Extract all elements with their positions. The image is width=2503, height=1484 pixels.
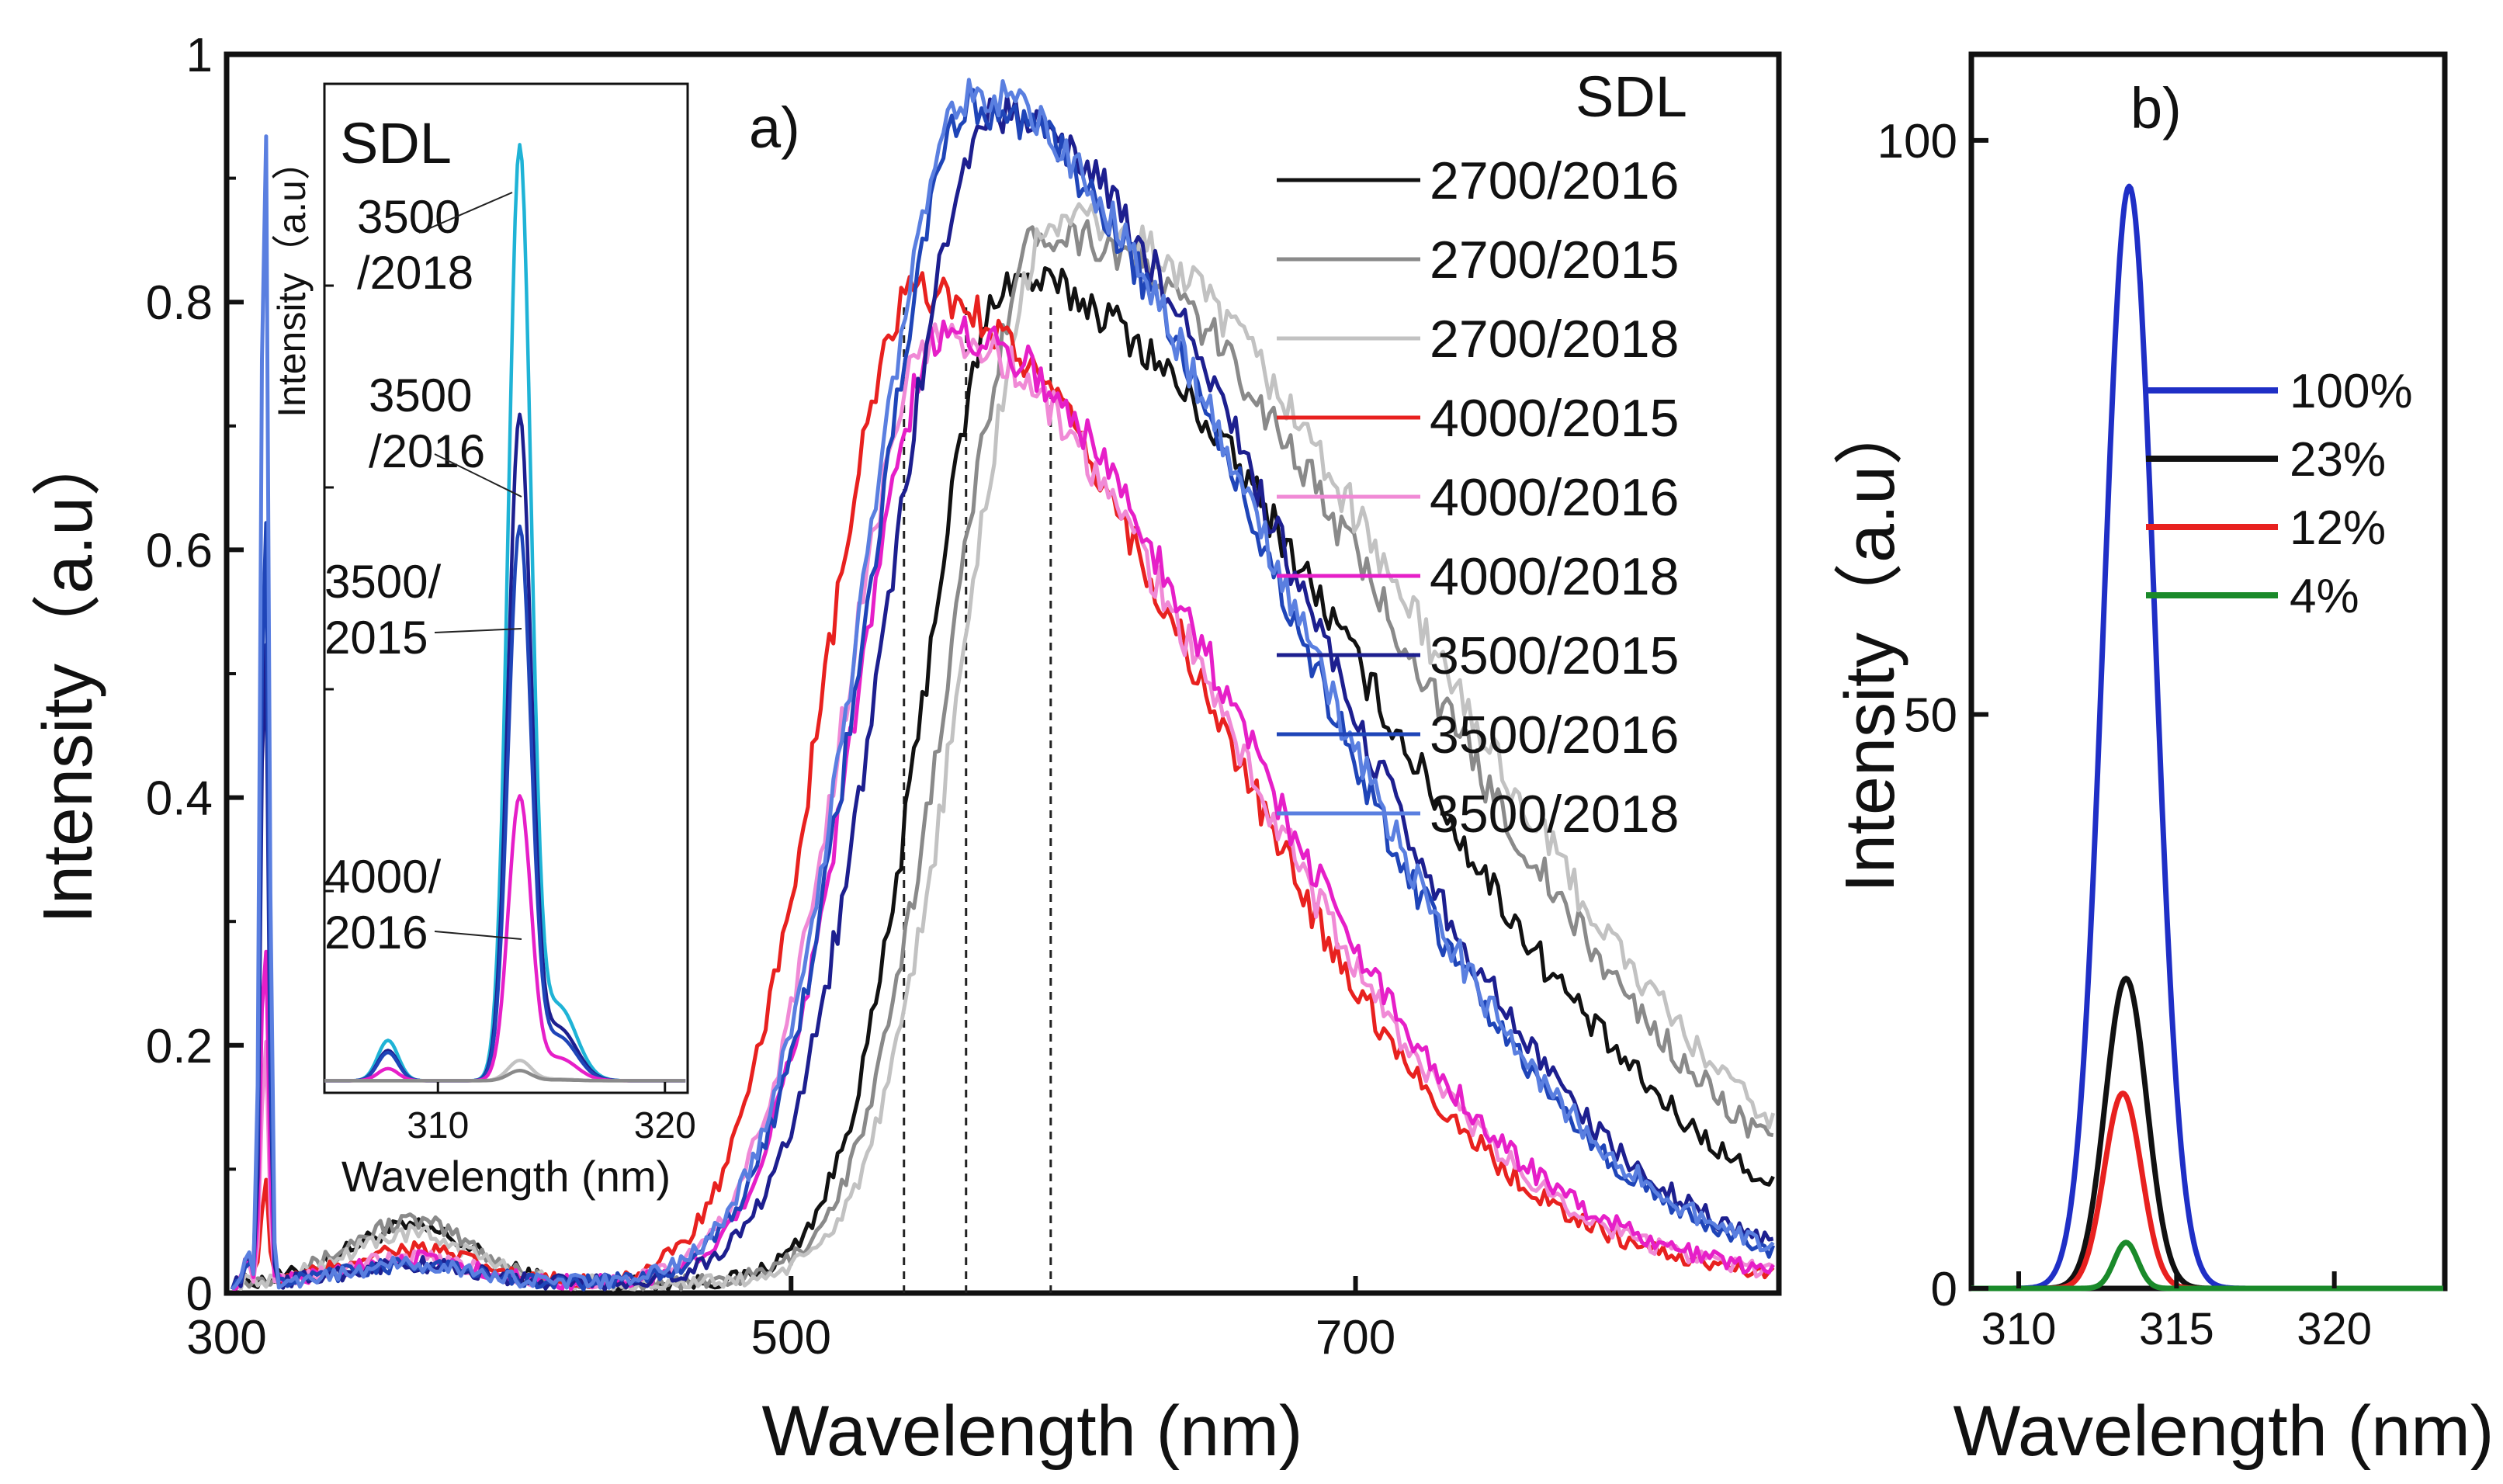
panel-b-plot-area bbox=[1970, 183, 2445, 1292]
y-tick-label: 0.6 bbox=[146, 524, 213, 577]
inset-annotation-text: 2016 bbox=[324, 907, 428, 959]
panel-a-label: a) bbox=[749, 95, 800, 160]
y-tick-label: 0.2 bbox=[146, 1020, 213, 1073]
y-tick-label: 0.8 bbox=[146, 276, 213, 330]
x-tick-label: 300 bbox=[186, 1311, 266, 1364]
panel-a-chart: 0 0.2 0.4 0.6 0.8 1 300 500 700 a) SDL 2700/2016… bbox=[29, 29, 1782, 1471]
b-series-line-4pct bbox=[1970, 1240, 2445, 1292]
inset-annotation-text: 4000/ bbox=[324, 851, 441, 903]
b-x-tick-label: 315 bbox=[2139, 1304, 2214, 1354]
panel-a-x-axis-label: Wavelength (nm) bbox=[761, 1392, 1302, 1471]
inset-ticks: 310 320 bbox=[324, 284, 696, 1146]
legend-label: 2700/2018 bbox=[1430, 310, 1679, 369]
b-series-line-23pct bbox=[1970, 976, 2445, 1292]
inset-chart: 310 320 SDL Intensity（a.u） Wavelength (nm… bbox=[270, 82, 696, 1201]
y-tick-label: 0.4 bbox=[146, 772, 213, 826]
b-legend-label: 4% bbox=[2290, 570, 2359, 623]
inset-annotation-leader bbox=[434, 628, 522, 633]
legend-label: 3500/2016 bbox=[1430, 706, 1679, 765]
panel-b-legend: 100% 23% 12% 4% bbox=[2146, 365, 2413, 623]
inset-annotation-text: 3500 bbox=[369, 369, 472, 421]
b-legend-label: 23% bbox=[2290, 433, 2386, 487]
panel-b-label: b) bbox=[2130, 76, 2182, 140]
inset-annotation-text: /2018 bbox=[357, 247, 473, 299]
series-line-3500-2018 bbox=[231, 78, 1775, 1291]
inset-series-line-2700-2016 bbox=[324, 1069, 686, 1083]
inset-x-tick-label: 320 bbox=[634, 1105, 696, 1146]
legend-label: 4000/2016 bbox=[1430, 468, 1679, 527]
panel-a-ticks: 0 0.2 0.4 0.6 0.8 1 300 500 700 bbox=[146, 29, 1395, 1364]
b-y-tick-label: 100 bbox=[1877, 115, 1957, 168]
series-line-2700-2018 bbox=[230, 202, 1776, 1292]
series-line-4000-2015 bbox=[231, 271, 1775, 1291]
panel-b-y-axis-label: Intensity（a.u） bbox=[1832, 396, 1909, 893]
inset-plot-area bbox=[324, 143, 686, 1083]
legend-label: 3500/2018 bbox=[1430, 785, 1679, 844]
b-x-tick-label: 320 bbox=[2297, 1304, 2372, 1354]
inset-annotation-leader bbox=[434, 931, 522, 940]
x-tick-label: 500 bbox=[751, 1311, 831, 1364]
legend-label: 2700/2016 bbox=[1430, 151, 1679, 210]
inset-annotation-text: 3500 bbox=[357, 191, 460, 243]
y-tick-label: 0 bbox=[186, 1267, 213, 1321]
b-legend-label: 12% bbox=[2290, 501, 2386, 555]
legend-label: 4000/2018 bbox=[1430, 547, 1679, 606]
panel-b-x-axis-label: Wavelength (nm) bbox=[1953, 1392, 2494, 1471]
legend-label: 4000/2015 bbox=[1430, 389, 1679, 448]
panel-a-reference-lines bbox=[903, 302, 1052, 1293]
b-x-tick-label: 310 bbox=[1981, 1304, 2057, 1354]
inset-title: SDL bbox=[340, 111, 452, 175]
inset-annotation-leader bbox=[434, 453, 522, 498]
b-y-tick-label: 50 bbox=[1904, 688, 1957, 742]
inset-x-tick-label: 310 bbox=[407, 1105, 469, 1146]
panel-b-chart: 0 50 100 310 315 320 b) 100% 23% 12% 4% Waveleng… bbox=[1832, 51, 2494, 1471]
inset-annotation-leader bbox=[418, 192, 513, 234]
panel-a-legend-title: SDL bbox=[1576, 64, 1687, 129]
inset-annotation-text: 3500/ bbox=[324, 556, 441, 608]
panel-a-plot-area bbox=[230, 78, 1776, 1292]
panel-a-legend: 2700/2016 2700/2015 2700/2018 4000/2015 4000… bbox=[1277, 151, 1679, 844]
inset-x-axis-label: Wavelength (nm) bbox=[341, 1152, 671, 1201]
b-legend-label: 100% bbox=[2290, 365, 2413, 418]
inset-y-axis-label: Intensity（a.u） bbox=[270, 141, 314, 418]
panel-b-frame bbox=[1968, 51, 2448, 1292]
panel-a-y-axis-label: Intensity（a.u） bbox=[29, 427, 107, 924]
panel-b-ticks: 0 50 100 310 315 320 bbox=[1877, 115, 2373, 1354]
b-series-line-12pct bbox=[1970, 1090, 2445, 1292]
legend-label: 3500/2015 bbox=[1430, 626, 1679, 685]
legend-label: 2700/2015 bbox=[1430, 231, 1679, 290]
y-tick-label: 1 bbox=[186, 29, 213, 82]
b-series-line-100pct bbox=[1970, 183, 2445, 1292]
inset-annotation-text: 2015 bbox=[324, 612, 428, 664]
x-tick-label: 700 bbox=[1316, 1311, 1395, 1364]
b-y-tick-label: 0 bbox=[1931, 1263, 1957, 1316]
